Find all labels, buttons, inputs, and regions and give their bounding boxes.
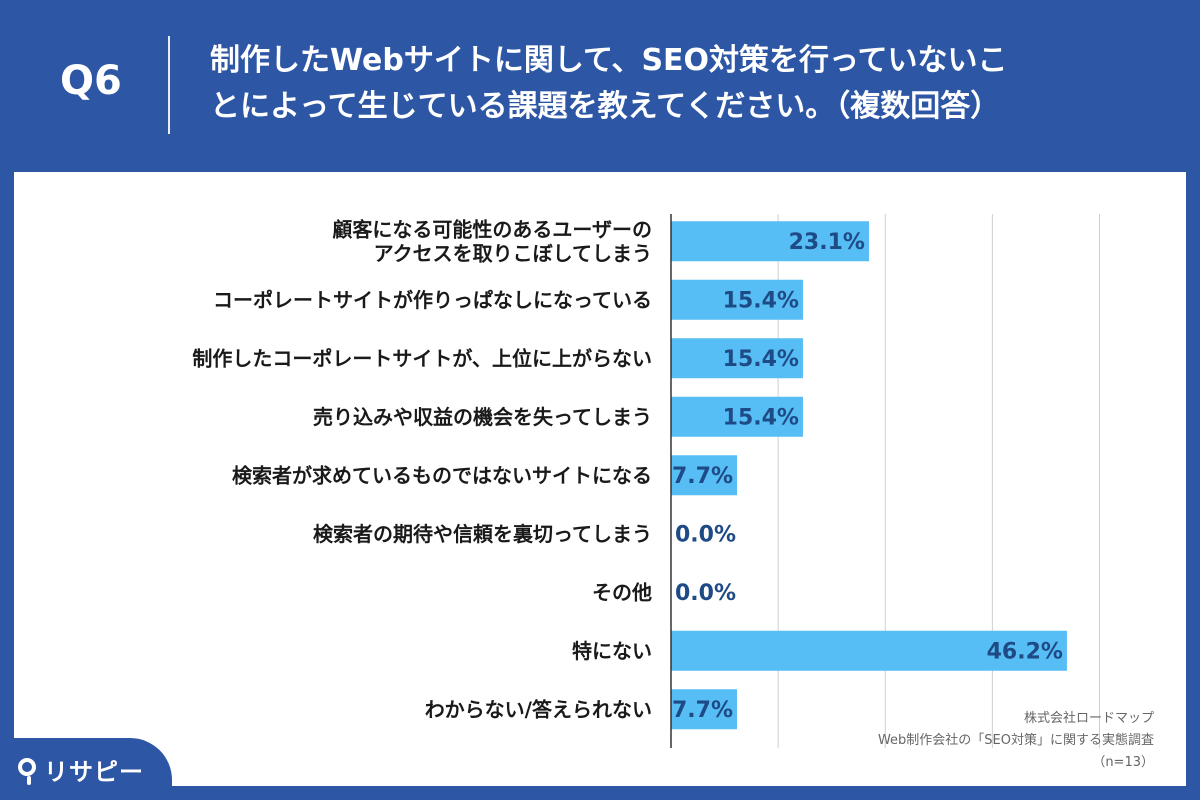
- category-label: わからない/答えられない: [425, 697, 652, 721]
- logo-text: リサピー: [44, 758, 144, 786]
- data-label: 15.4%: [723, 405, 799, 430]
- data-label: 15.4%: [723, 347, 799, 372]
- question-text: 制作したWebサイトに関して、SEO対策を行っていないこ とによって生じている課…: [210, 38, 1170, 130]
- bar: [671, 689, 737, 730]
- bar: [671, 630, 1067, 671]
- category-label: 制作したコーポレートサイトが、上位に上がらない: [192, 346, 652, 370]
- question-line-2: とによって生じている課題を教えてください。（複数回答）: [210, 89, 1001, 124]
- question-line-1: 制作したWebサイトに関して、SEO対策を行っていないこ: [210, 43, 1008, 78]
- category-label: 顧客になる可能性のあるユーザーの: [332, 217, 652, 241]
- category-label: 売り込みや収益の機会を失ってしまう: [313, 405, 652, 429]
- category-label: コーポレートサイトが作りっぱなしになっている: [213, 288, 652, 312]
- sample-size: （n=13）: [1092, 755, 1154, 770]
- question-number: Q6: [60, 58, 122, 104]
- header: Q6 制作したWebサイトに関して、SEO対策を行っていないこ とによって生じて…: [0, 0, 1200, 172]
- source-note: 株式会社ロードマップ Web制作会社の「SEO対策」に関する実態調査 （n=13…: [878, 708, 1154, 774]
- category-label: その他: [592, 580, 652, 604]
- source-survey: Web制作会社の「SEO対策」に関する実態調査: [877, 733, 1154, 748]
- bar: [671, 279, 803, 320]
- category-label: アクセスを取りこぼしてしまう: [374, 241, 652, 265]
- data-label: 15.4%: [723, 288, 799, 313]
- bar: [671, 338, 803, 379]
- data-label: 7.7%: [672, 698, 733, 723]
- category-label: 特にない: [572, 639, 652, 663]
- category-label: 検索者が求めているものではないサイトになる: [232, 463, 652, 487]
- chart-panel: [14, 172, 1186, 786]
- data-label: 7.7%: [672, 464, 733, 489]
- data-label: 46.2%: [987, 639, 1063, 664]
- data-label: 23.1%: [789, 230, 865, 255]
- data-label: 0.0%: [675, 581, 736, 606]
- source-company: 株式会社ロードマップ: [1023, 711, 1154, 726]
- logo: リサピー: [0, 738, 172, 800]
- category-label: 検索者の期待や信頼を裏切ってしまう: [313, 522, 652, 546]
- bar: [671, 396, 803, 437]
- data-label: 0.0%: [675, 522, 736, 547]
- bar: [671, 455, 737, 496]
- pin-icon: [18, 758, 36, 785]
- bar: [671, 221, 869, 262]
- header-divider: [168, 36, 170, 134]
